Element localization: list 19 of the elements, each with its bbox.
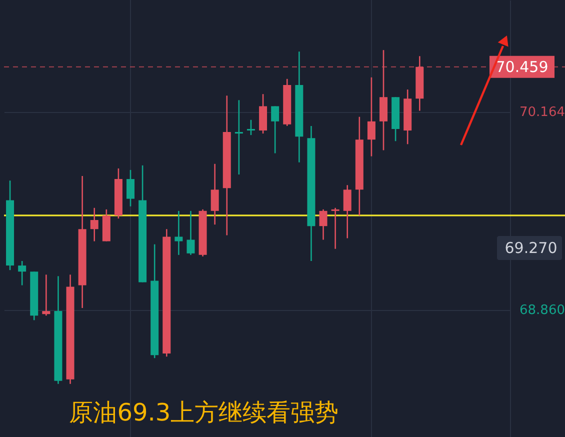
candlestick — [331, 207, 340, 250]
candlestick — [271, 106, 280, 154]
candlestick — [246, 119, 255, 136]
candlestick — [174, 210, 183, 256]
candlestick — [90, 207, 98, 242]
ref-line-label: 70.459 — [496, 58, 548, 76]
candlestick — [42, 274, 50, 316]
candlestick — [18, 260, 26, 286]
candlestick — [210, 163, 219, 226]
candlestick — [126, 169, 134, 208]
y-tick-label: 68.860 — [520, 303, 565, 318]
candlestick — [186, 210, 195, 256]
candlestick — [367, 76, 376, 157]
candlestick — [343, 184, 352, 239]
text: 原油69.3上方继续看强势 — [69, 398, 339, 426]
annotation: 69.270 — [504, 239, 558, 257]
candlestick — [319, 208, 328, 240]
candlestick — [234, 99, 243, 176]
y-tick-label: 70.164 — [520, 105, 565, 120]
